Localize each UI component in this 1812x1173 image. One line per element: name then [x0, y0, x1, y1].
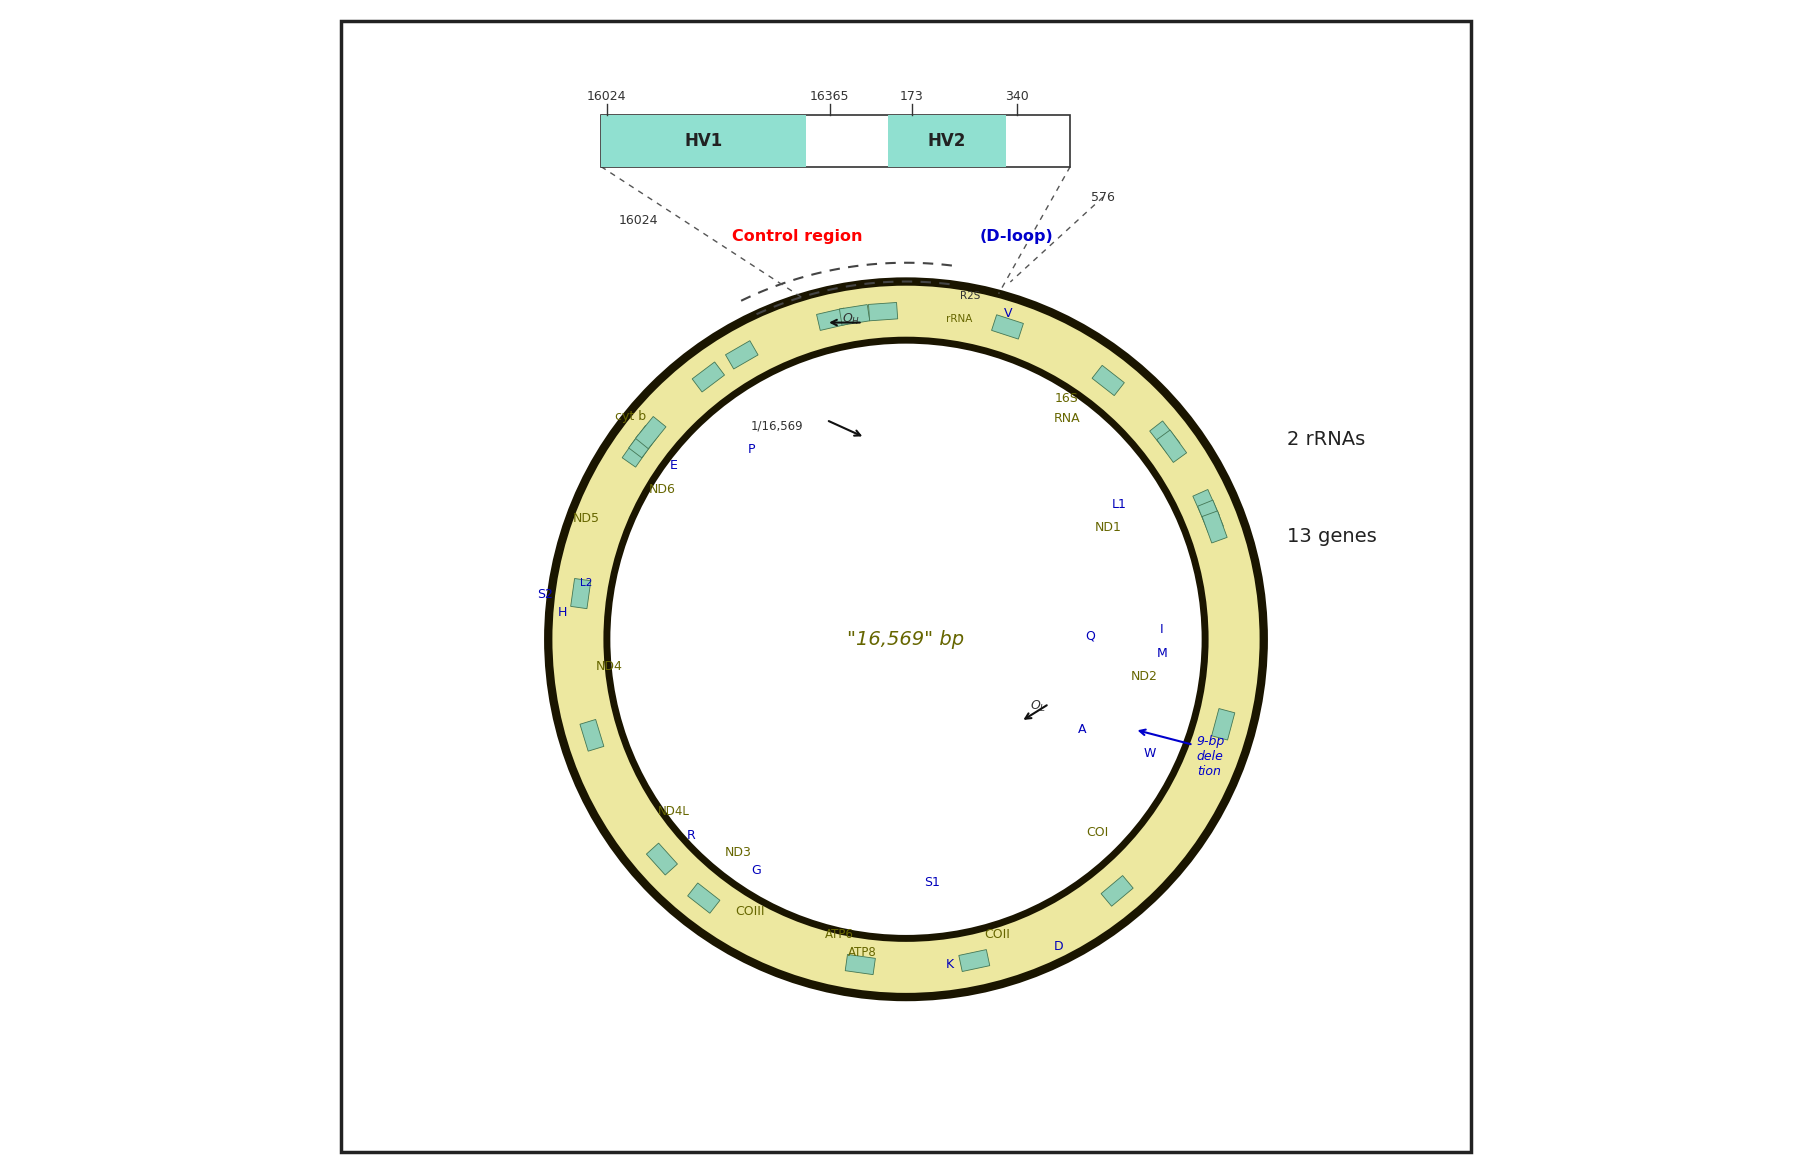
Text: H: H: [558, 605, 567, 619]
Text: E: E: [670, 459, 678, 473]
Polygon shape: [725, 340, 757, 369]
Text: 16S: 16S: [1055, 392, 1078, 406]
Polygon shape: [1198, 500, 1223, 533]
Text: ATP8: ATP8: [848, 945, 877, 960]
Text: L1: L1: [1113, 497, 1127, 511]
Text: ND1: ND1: [1094, 521, 1122, 535]
Text: 13 genes: 13 genes: [1287, 527, 1377, 545]
Text: $O_H$: $O_H$: [843, 312, 861, 326]
Text: COIII: COIII: [736, 904, 765, 918]
Polygon shape: [1212, 708, 1234, 740]
Text: 16024: 16024: [620, 213, 658, 228]
Text: ND4L: ND4L: [658, 805, 690, 819]
Text: A: A: [1078, 723, 1085, 737]
Polygon shape: [692, 362, 725, 392]
Text: 173: 173: [901, 90, 924, 103]
Text: rRNA: rRNA: [946, 314, 971, 324]
Polygon shape: [580, 719, 603, 751]
Polygon shape: [1102, 875, 1132, 907]
Text: ND2: ND2: [1131, 670, 1158, 684]
Text: 16024: 16024: [587, 90, 627, 103]
Polygon shape: [1093, 365, 1125, 395]
Text: 576: 576: [1091, 190, 1114, 204]
Text: 16365: 16365: [810, 90, 850, 103]
Polygon shape: [636, 416, 667, 449]
Text: ND5: ND5: [573, 511, 600, 526]
Text: COI: COI: [1085, 826, 1109, 840]
Text: W: W: [1143, 746, 1156, 760]
Text: V: V: [1004, 306, 1013, 320]
Text: COII: COII: [984, 928, 1011, 942]
Text: "16,569" bp: "16,569" bp: [848, 630, 964, 649]
Text: G: G: [750, 863, 761, 877]
Text: HV1: HV1: [685, 131, 723, 150]
Text: R2S: R2S: [960, 291, 980, 300]
Text: ND6: ND6: [649, 482, 676, 496]
Text: K: K: [946, 957, 953, 971]
Text: Control region: Control region: [732, 230, 868, 244]
Text: R: R: [687, 828, 696, 842]
Text: HV2: HV2: [928, 131, 966, 150]
Text: ATP6: ATP6: [824, 928, 853, 942]
Text: (D-loop): (D-loop): [980, 230, 1053, 244]
Text: 340: 340: [1006, 90, 1029, 103]
Text: Q: Q: [1085, 629, 1094, 643]
Polygon shape: [817, 308, 848, 331]
Circle shape: [549, 282, 1263, 997]
Bar: [602, 115, 1071, 167]
Text: I: I: [1160, 623, 1163, 637]
Polygon shape: [687, 883, 719, 914]
Polygon shape: [1201, 511, 1227, 543]
Text: ND3: ND3: [725, 846, 752, 860]
Bar: [888, 115, 1006, 167]
Text: M: M: [1156, 646, 1167, 660]
Polygon shape: [1149, 421, 1180, 453]
Text: 9-bp
dele
tion: 9-bp dele tion: [1198, 735, 1225, 778]
Polygon shape: [839, 305, 870, 325]
Polygon shape: [868, 303, 897, 321]
Text: RNA: RNA: [1053, 412, 1080, 426]
Text: S1: S1: [924, 875, 940, 889]
Circle shape: [607, 340, 1205, 938]
Polygon shape: [622, 435, 652, 467]
Text: cyt b: cyt b: [614, 409, 645, 423]
Text: P: P: [747, 442, 756, 456]
Text: 1/16,569: 1/16,569: [750, 419, 803, 433]
Text: S2: S2: [536, 588, 553, 602]
Polygon shape: [1156, 430, 1187, 462]
Polygon shape: [1192, 489, 1219, 522]
Bar: [602, 115, 806, 167]
Text: 2 rRNAs: 2 rRNAs: [1287, 430, 1366, 449]
Polygon shape: [991, 314, 1024, 339]
Polygon shape: [571, 578, 591, 609]
Polygon shape: [629, 426, 660, 457]
Text: ND4: ND4: [596, 659, 623, 673]
Text: $O_L$: $O_L$: [1031, 699, 1047, 713]
Text: D: D: [1053, 940, 1064, 954]
Polygon shape: [844, 955, 875, 975]
Polygon shape: [647, 843, 678, 875]
Text: L2: L2: [580, 578, 593, 588]
Polygon shape: [959, 950, 989, 971]
